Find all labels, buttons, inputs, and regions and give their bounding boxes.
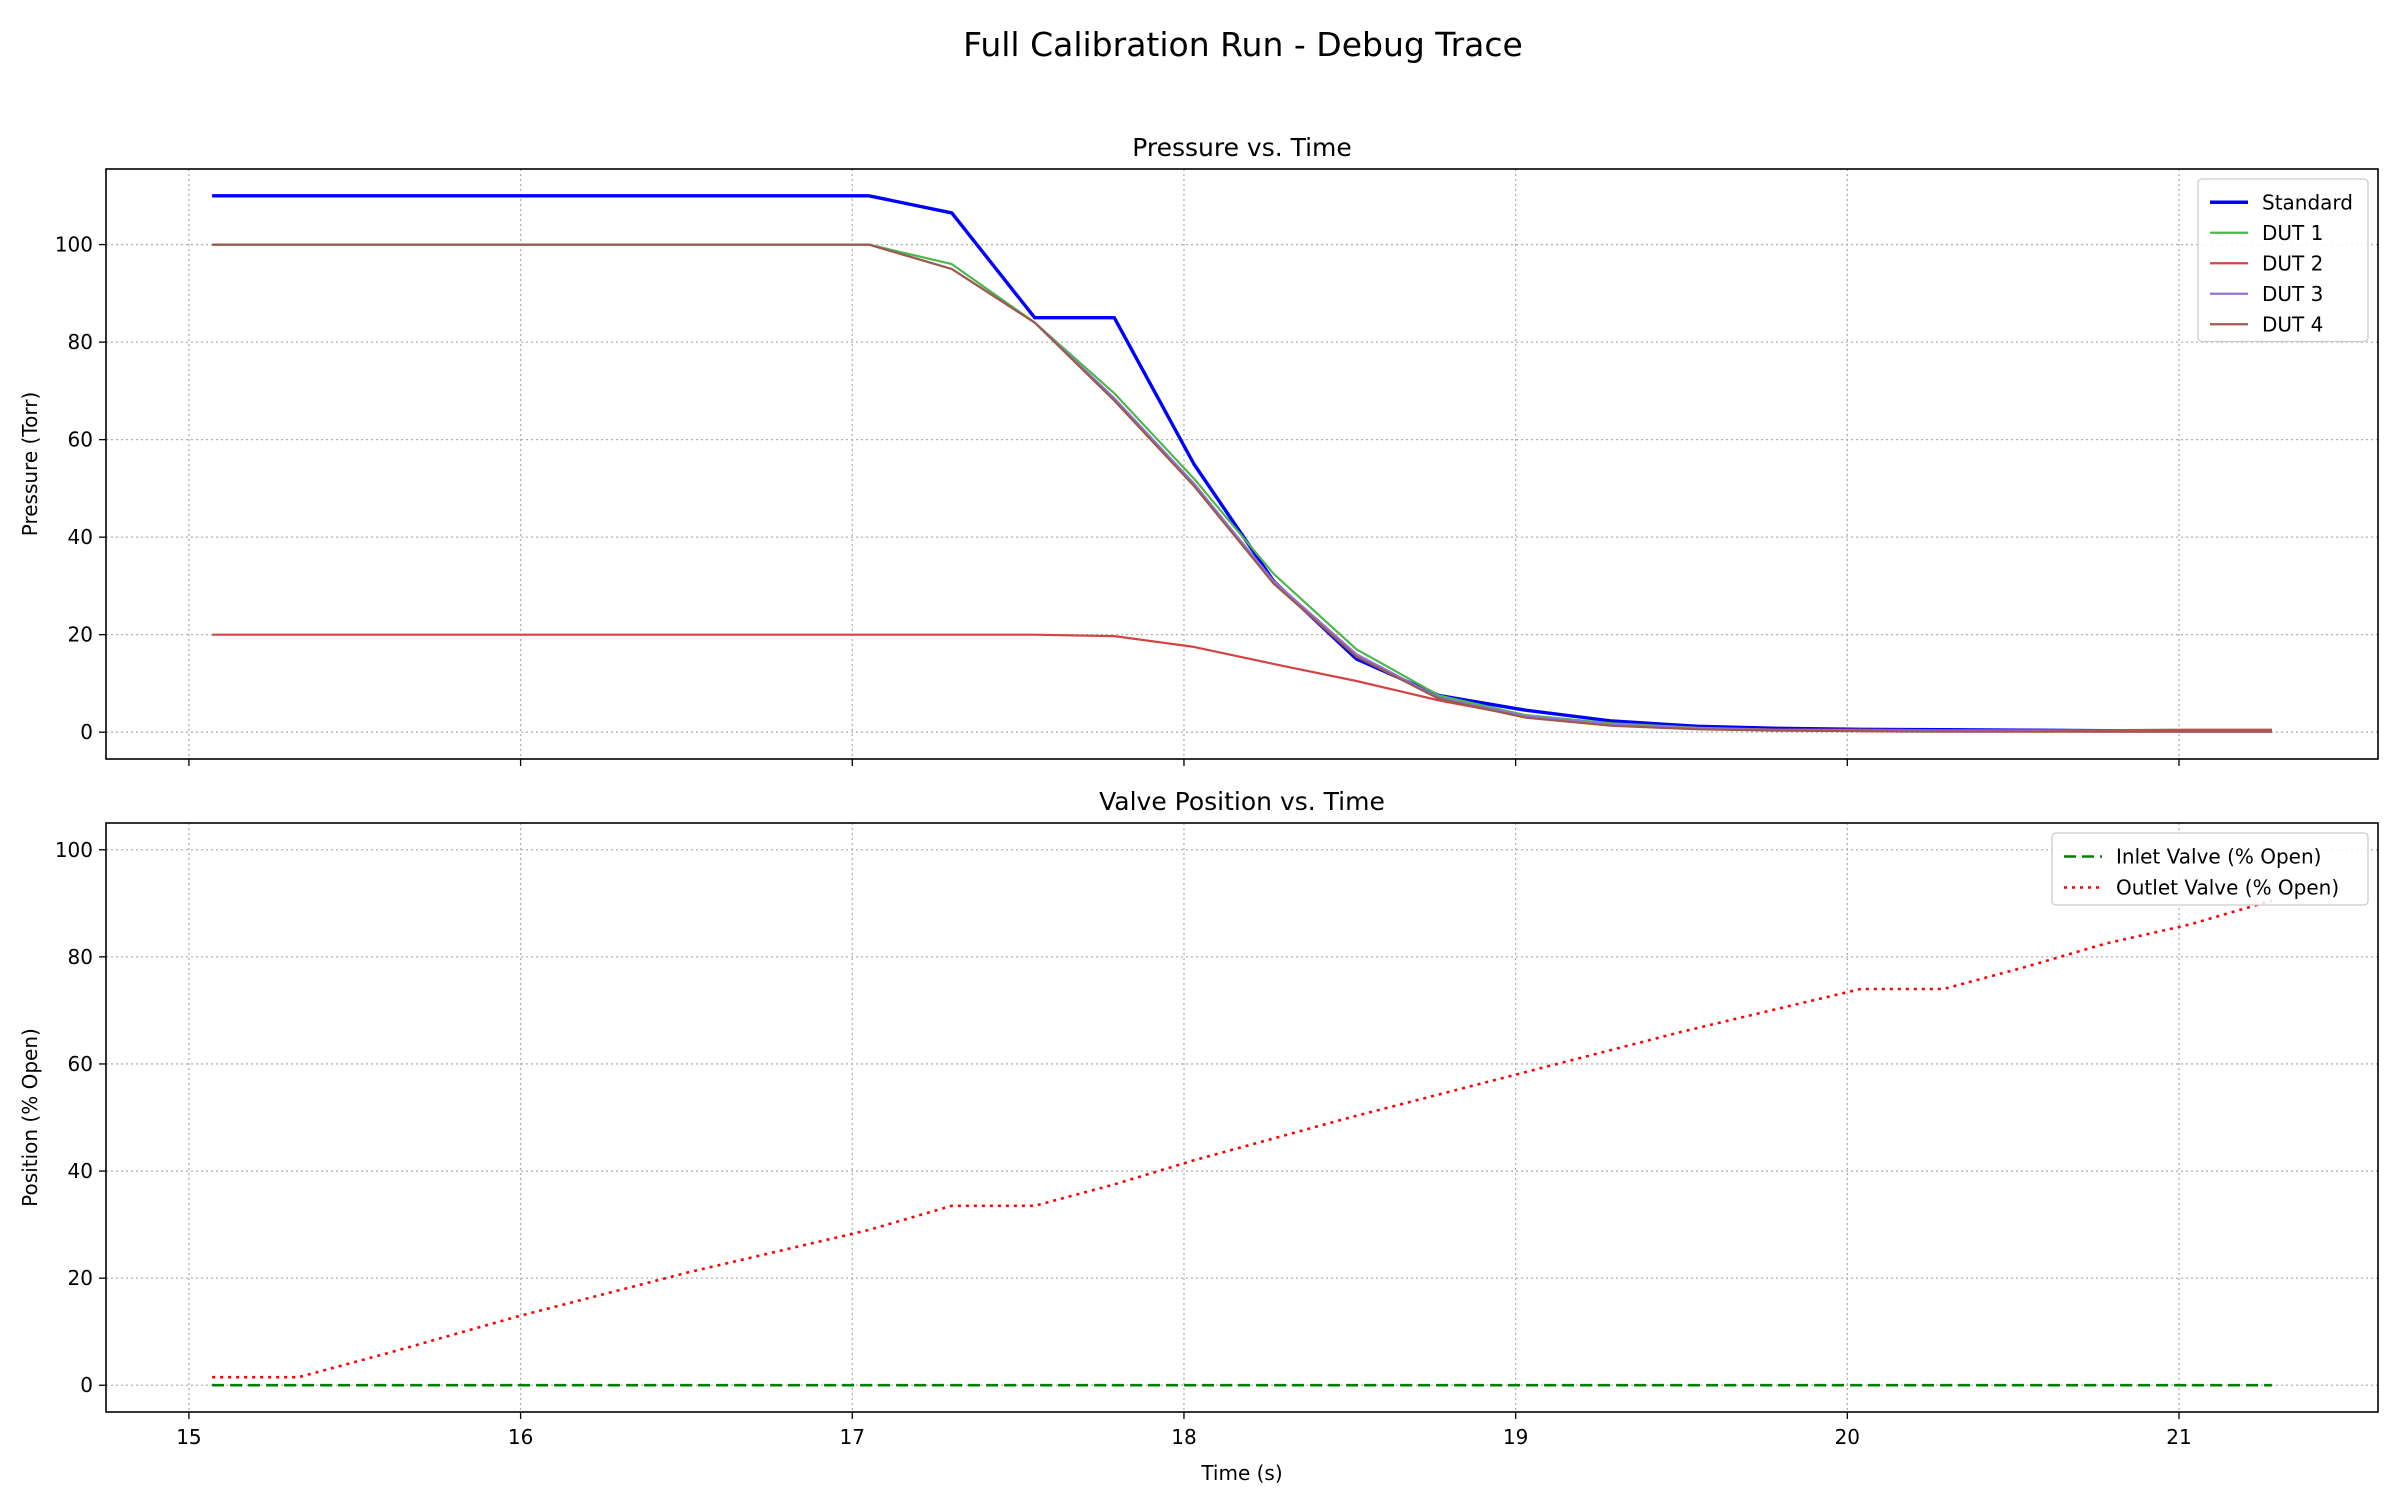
valve-xtick-label: 20: [1835, 1425, 1860, 1449]
valve-xtick-label: 17: [840, 1425, 865, 1449]
legend-label-dut-4: DUT 4: [2262, 312, 2323, 336]
series-line-dut-4: [212, 243, 2272, 733]
valve-ytick-label: 0: [80, 1373, 93, 1397]
pressure-ytick-label: 100: [55, 233, 93, 257]
valve-legend-box: [2051, 832, 2369, 906]
valve-panel-title: Valve Position vs. Time: [1099, 787, 1385, 816]
legend-label-standard: Standard: [2262, 190, 2353, 214]
pressure-axes-frame: [105, 168, 2379, 760]
legend-label-dut-3: DUT 3: [2262, 282, 2323, 306]
pressure-ytick-label: 40: [68, 525, 93, 549]
pressure-legend-box: [2197, 178, 2369, 343]
legend-label-inlet-valve-open: Inlet Valve (% Open): [2116, 845, 2321, 869]
valve-ytick-label: 20: [68, 1266, 93, 1290]
figure-title: Full Calibration Run - Debug Trace: [963, 25, 1523, 64]
valve-xlabel: Time (s): [1200, 1461, 1282, 1485]
pressure-panel-title: Pressure vs. Time: [1132, 133, 1352, 162]
valve-xtick-label: 18: [1171, 1425, 1196, 1449]
valve-panel: 15 16 17 18 19 20 21 0 20 40 60 80 100 Valve Position…: [18, 787, 2379, 1485]
valve-ytick-label: 60: [68, 1052, 93, 1076]
series-line-outlet-valve-open: [212, 899, 2273, 1379]
series-line-dut-3: [212, 243, 2272, 733]
valve-axes-frame: [105, 822, 2379, 1413]
pressure-panel: 0 20 40 60 80 100 Pressure vs. Time Pressure (T…: [18, 133, 2379, 766]
valve-xtick-label: 16: [508, 1425, 533, 1449]
valve-ylabel: Position (% Open): [18, 1028, 42, 1207]
valve-xtick-label: 15: [176, 1425, 201, 1449]
pressure-ytick-label: 60: [68, 428, 93, 452]
pressure-ytick-label: 80: [68, 330, 93, 354]
valve-ytick-label: 40: [68, 1159, 93, 1183]
valve-xtick-label: 21: [2166, 1425, 2191, 1449]
pressure-ytick-label: 20: [68, 623, 93, 647]
valve-ytick-label: 80: [68, 945, 93, 969]
legend-label-dut-1: DUT 1: [2262, 221, 2323, 245]
valve-xtick-label: 19: [1503, 1425, 1528, 1449]
pressure-ylabel: Pressure (Torr): [18, 392, 42, 537]
valve-ytick-label: 100: [55, 838, 93, 862]
legend-label-outlet-valve-open: Outlet Valve (% Open): [2116, 876, 2339, 900]
pressure-ytick-label: 0: [80, 720, 93, 744]
legend-label-dut-2: DUT 2: [2262, 251, 2323, 275]
